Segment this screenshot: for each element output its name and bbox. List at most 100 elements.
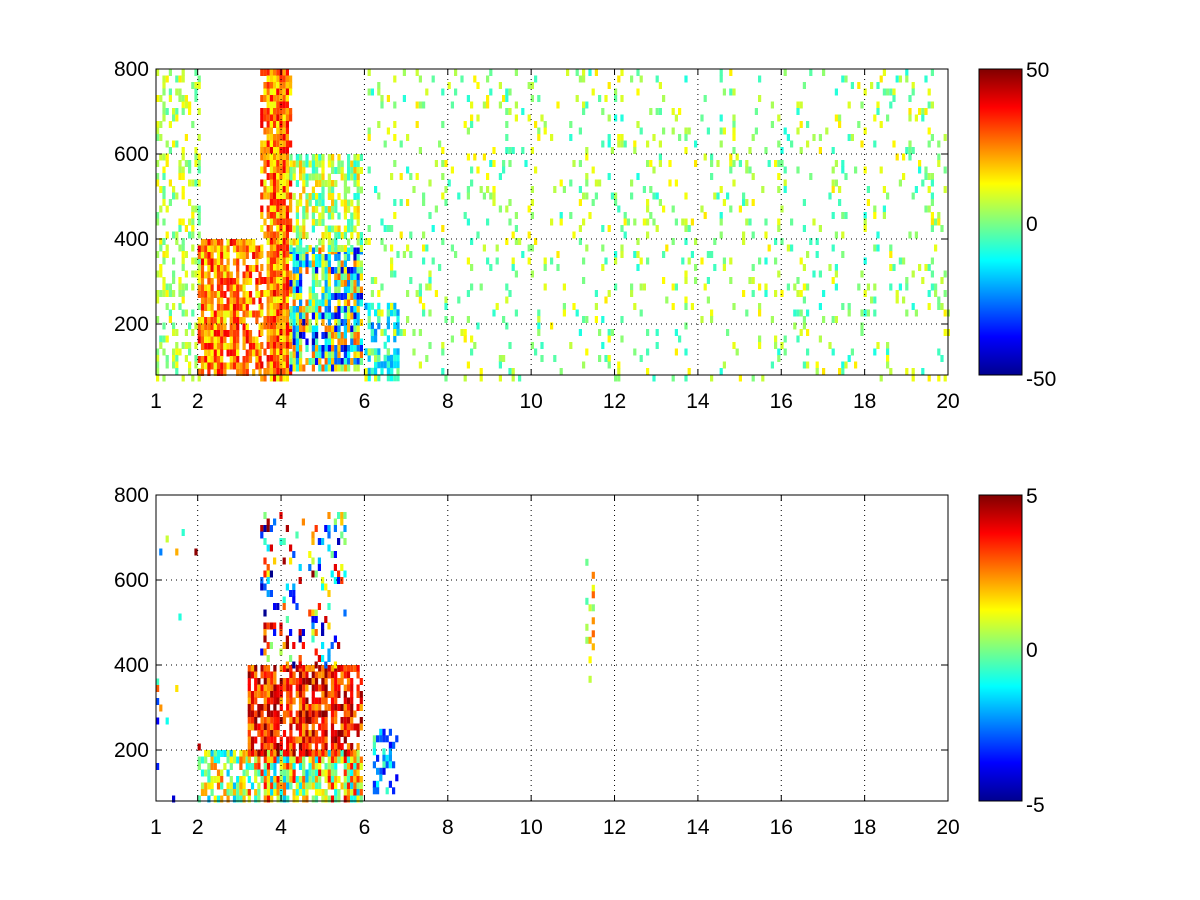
heatmap-cell (876, 82, 880, 89)
heatmap-cell (213, 795, 217, 803)
heatmap-cell (273, 121, 277, 128)
heatmap-cell (356, 199, 360, 207)
heatmap-cell (305, 212, 309, 220)
heatmap-cell (168, 199, 172, 206)
heatmap-cell (229, 763, 233, 770)
grid-lines-1 (156, 69, 948, 375)
heatmap-cell (534, 121, 538, 128)
heatmap-cell (302, 684, 306, 692)
heatmap-cell (748, 218, 752, 226)
heatmap-cell (489, 88, 493, 96)
heatmap-cell (598, 329, 602, 336)
heatmap-cell (236, 756, 240, 764)
heatmap-cell (911, 88, 915, 96)
heatmap-cell (321, 254, 325, 261)
heatmap-cell (327, 160, 331, 168)
heatmap-cell (422, 244, 426, 252)
heatmap-cell (226, 795, 230, 803)
heatmap-cell (254, 665, 258, 672)
heatmap-cell (311, 629, 315, 636)
heatmap-cell (353, 225, 357, 233)
heatmap-cell (732, 121, 736, 128)
heatmap-cell (870, 296, 874, 304)
heatmap-cell (220, 304, 224, 311)
heatmap-cell (266, 564, 270, 571)
heatmap-cell (269, 101, 273, 109)
heatmap-cell (301, 629, 305, 636)
heatmap-cell (343, 193, 347, 200)
heatmap-cell (802, 264, 806, 271)
heatmap-cell (321, 167, 325, 174)
heatmap-cell (276, 361, 280, 369)
heatmap-cell (694, 160, 698, 167)
heatmap-cell (305, 206, 309, 213)
heatmap-cell (556, 251, 560, 258)
heatmap-cell (347, 306, 351, 313)
heatmap-cell (308, 260, 312, 268)
heatmap-cell (220, 750, 224, 757)
x-tick-label: 10 (519, 816, 542, 839)
heatmap-cell (470, 179, 474, 187)
heatmap-cell (553, 186, 557, 193)
heatmap-cell (247, 678, 251, 685)
heatmap-cell (260, 205, 264, 213)
heatmap-cell (308, 678, 312, 685)
heatmap-cell (863, 218, 867, 226)
x-tick-label: 18 (853, 390, 876, 413)
heatmap-cell (610, 329, 614, 336)
heatmap-cell (172, 192, 176, 200)
heatmap-cell (245, 362, 249, 370)
heatmap-cell (285, 101, 289, 109)
x-tick-label: 6 (359, 816, 371, 839)
heatmap-cell (282, 264, 286, 271)
heatmap-cell (815, 368, 819, 375)
heatmap-cell (299, 345, 303, 352)
heatmap-cell (924, 264, 928, 271)
heatmap-cell (269, 69, 273, 76)
heatmap-cell (204, 317, 208, 324)
heatmap-cell (331, 364, 335, 372)
heatmap-cell (889, 244, 893, 252)
heatmap-cell (543, 127, 547, 135)
heatmap-cell (285, 270, 289, 278)
heatmap-cell (276, 114, 280, 122)
heatmap-cell (390, 368, 394, 375)
heatmap-cell (226, 304, 230, 311)
heatmap-cell (305, 795, 309, 803)
heatmap-cell (359, 776, 363, 783)
heatmap-cell (242, 769, 246, 777)
heatmap-cell (204, 789, 208, 796)
heatmap-cell (232, 278, 237, 285)
heatmap-cell (207, 362, 211, 370)
heatmap-cell (902, 153, 906, 161)
heatmap-cell (457, 296, 461, 304)
heatmap-cell (460, 75, 464, 83)
heatmap-cell (285, 335, 289, 343)
heatmap-cell (356, 763, 360, 770)
heatmap-cell (302, 160, 306, 168)
heatmap-cell (495, 257, 499, 265)
heatmap-cell (684, 277, 688, 284)
heatmap-cell (356, 206, 360, 213)
heatmap-cell (353, 749, 357, 757)
heatmap-cell (308, 173, 312, 181)
heatmap-cell (796, 101, 800, 109)
heatmap-cell (353, 299, 357, 307)
heatmap-cell (172, 257, 176, 265)
heatmap-cell (292, 789, 296, 796)
heatmap-cell (337, 795, 341, 803)
heatmap-cell (210, 284, 214, 292)
heatmap-cell (282, 114, 286, 122)
heatmap-cell (226, 284, 230, 292)
heatmap-cell (334, 782, 338, 790)
heatmap-cell (318, 351, 322, 359)
heatmap-cell (502, 95, 506, 102)
heatmap-cell (703, 153, 707, 161)
heatmap-cell (236, 776, 240, 783)
heatmap-cell (726, 329, 730, 336)
heatmap-cell (216, 756, 221, 764)
heatmap-cell (285, 114, 289, 122)
heatmap-cell (334, 332, 338, 339)
heatmap-cell (902, 173, 906, 180)
